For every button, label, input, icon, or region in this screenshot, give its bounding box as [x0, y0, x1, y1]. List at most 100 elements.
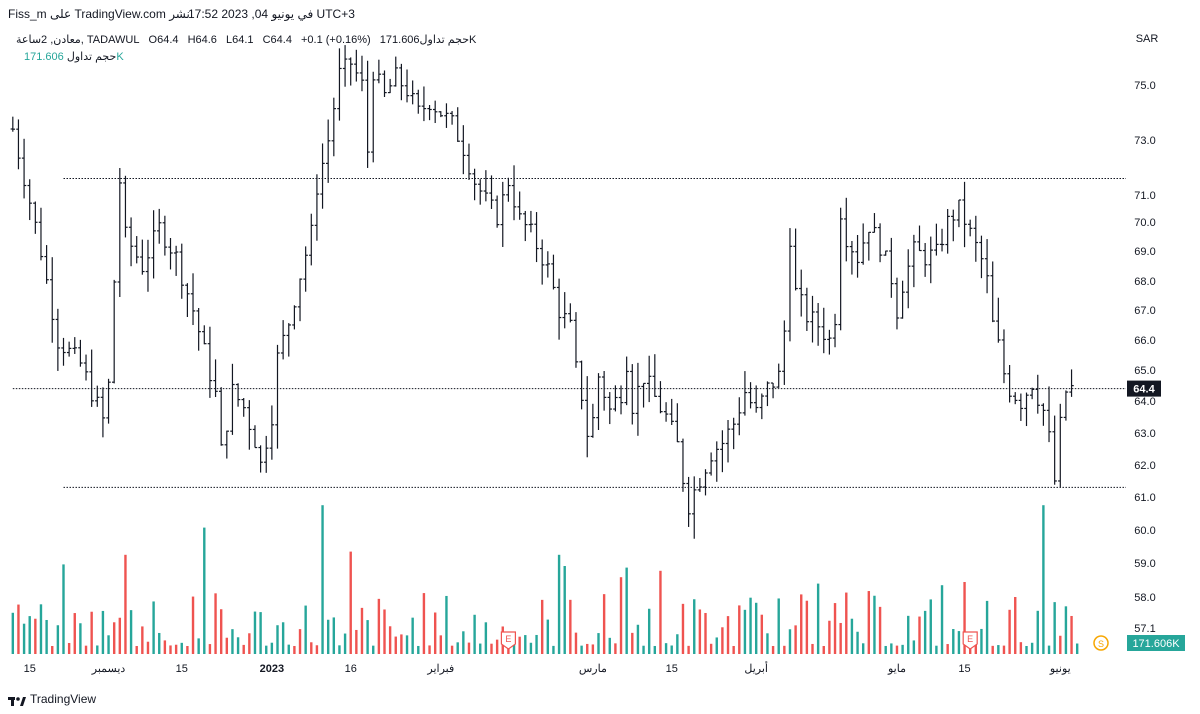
volume-bar	[631, 632, 634, 654]
volume-bar	[963, 582, 966, 654]
ohlc-bar	[404, 69, 410, 103]
tradingview-logo-icon	[8, 697, 26, 706]
ohlc-bar	[545, 251, 551, 278]
price-tick-label: 62.0	[1134, 460, 1155, 472]
volume-bar	[1025, 645, 1028, 654]
volume-bar	[343, 633, 347, 654]
volume-bar	[867, 591, 871, 654]
volume-bar	[388, 626, 392, 654]
ohlc-bar	[387, 78, 393, 94]
volume-bars	[11, 505, 1079, 654]
price-tick-label: 58.0	[1134, 592, 1155, 604]
ohlc-bar	[1052, 415, 1057, 485]
ohlc-bar	[168, 237, 173, 270]
time-tick-label: 16	[345, 663, 357, 675]
ohlc-bar	[860, 223, 866, 265]
volume-bar	[298, 629, 302, 654]
ohlc-bar	[585, 376, 590, 458]
volume-bar	[800, 594, 803, 654]
volume-bar	[180, 642, 183, 654]
volume-bar	[231, 629, 234, 654]
price-tick-label: 66.0	[1134, 335, 1155, 347]
volume-bar	[766, 633, 769, 654]
ohlc-bar	[235, 383, 241, 407]
ohlc-bar	[663, 402, 669, 422]
ohlc-bar	[213, 359, 218, 398]
ohlc-bar	[984, 239, 990, 294]
ohlc-bar	[523, 210, 528, 242]
volume-legend-label[interactable]: حجم تداول	[66, 51, 117, 63]
volume-bar	[1047, 645, 1051, 654]
ohlc-bar	[342, 45, 348, 87]
volume-bar	[715, 637, 718, 654]
time-tick-label: 2023	[260, 663, 284, 675]
ohlc-bar	[303, 246, 308, 292]
volume-bar	[287, 644, 290, 654]
ohlc-bar	[889, 237, 894, 298]
ohlc-bar	[973, 215, 979, 262]
ohlc-bar	[641, 382, 646, 408]
earnings-marker-icon[interactable]: E	[500, 631, 516, 650]
volume-bar	[174, 644, 178, 654]
volume-bar	[895, 645, 899, 654]
ohlc-bar	[128, 217, 134, 267]
ohlc-bar	[883, 250, 888, 256]
ohlc-bar	[596, 373, 601, 431]
ohlc-bar	[539, 239, 545, 285]
ohlc-bar	[202, 325, 207, 345]
volume-bar	[219, 609, 223, 654]
volume-bar	[1042, 505, 1045, 654]
ohlc-bar	[38, 207, 44, 261]
legend-symbol[interactable]: معادن, 2ساعة, TADAWUL	[16, 34, 140, 46]
volume-bar	[929, 599, 932, 654]
footer-brand-text: TradingView	[30, 692, 97, 706]
ohlc-bar	[562, 292, 567, 329]
volume-bar	[1053, 602, 1056, 654]
ohlc-bar	[1018, 393, 1024, 421]
session-marker-icon[interactable]: S	[1093, 635, 1109, 651]
ohlc-bar	[827, 329, 832, 355]
ohlc-bar	[962, 181, 967, 248]
volume-bar	[845, 592, 848, 654]
ohlc-bar	[877, 223, 883, 263]
volume-bar	[822, 645, 825, 654]
volume-bar	[265, 645, 268, 654]
volume-bar	[873, 595, 876, 654]
volume-bar	[1019, 642, 1023, 654]
volume-bar	[754, 602, 758, 654]
ohlc-bar	[399, 63, 404, 101]
ohlc-bar	[618, 385, 624, 415]
ohlc-bar	[613, 385, 618, 412]
ohlc-bar	[461, 125, 466, 175]
volume-bar	[664, 643, 668, 654]
ohlc-bar	[472, 168, 477, 201]
volume-bar	[355, 629, 358, 654]
volume-bar	[214, 593, 217, 654]
ohlc-bar	[427, 105, 432, 121]
ohlc-bar	[382, 70, 387, 97]
ohlc-bar	[810, 295, 815, 343]
volume-bar	[524, 635, 527, 654]
time-tick-label: مايو	[887, 663, 906, 675]
volume-bar	[422, 593, 426, 654]
volume-bar	[901, 644, 904, 654]
volume-bar	[17, 604, 20, 654]
ohlc-bar	[179, 243, 184, 299]
volume-bar	[828, 620, 831, 654]
volume-bar	[861, 643, 865, 654]
ohlc-bar	[866, 231, 872, 261]
volume-bar	[169, 645, 172, 654]
price-axis: SAR 75.0 73.0 71.0 70.0 69.0 68.0 67.0 66.0 65.0…	[1134, 33, 1158, 635]
price-tick-label: 73.0	[1134, 135, 1155, 147]
price-tick-label: 65.0	[1134, 365, 1155, 377]
volume-bar	[338, 645, 341, 654]
ohlc-bar	[44, 245, 49, 284]
volume-bar	[1002, 645, 1006, 654]
ohlc-bar	[787, 228, 793, 342]
ohlc-bar	[731, 417, 736, 450]
ohlc-bar	[511, 165, 517, 221]
volume-bar	[614, 643, 617, 654]
volume-bar	[693, 599, 696, 654]
earnings-marker-icon[interactable]: E	[962, 631, 978, 650]
